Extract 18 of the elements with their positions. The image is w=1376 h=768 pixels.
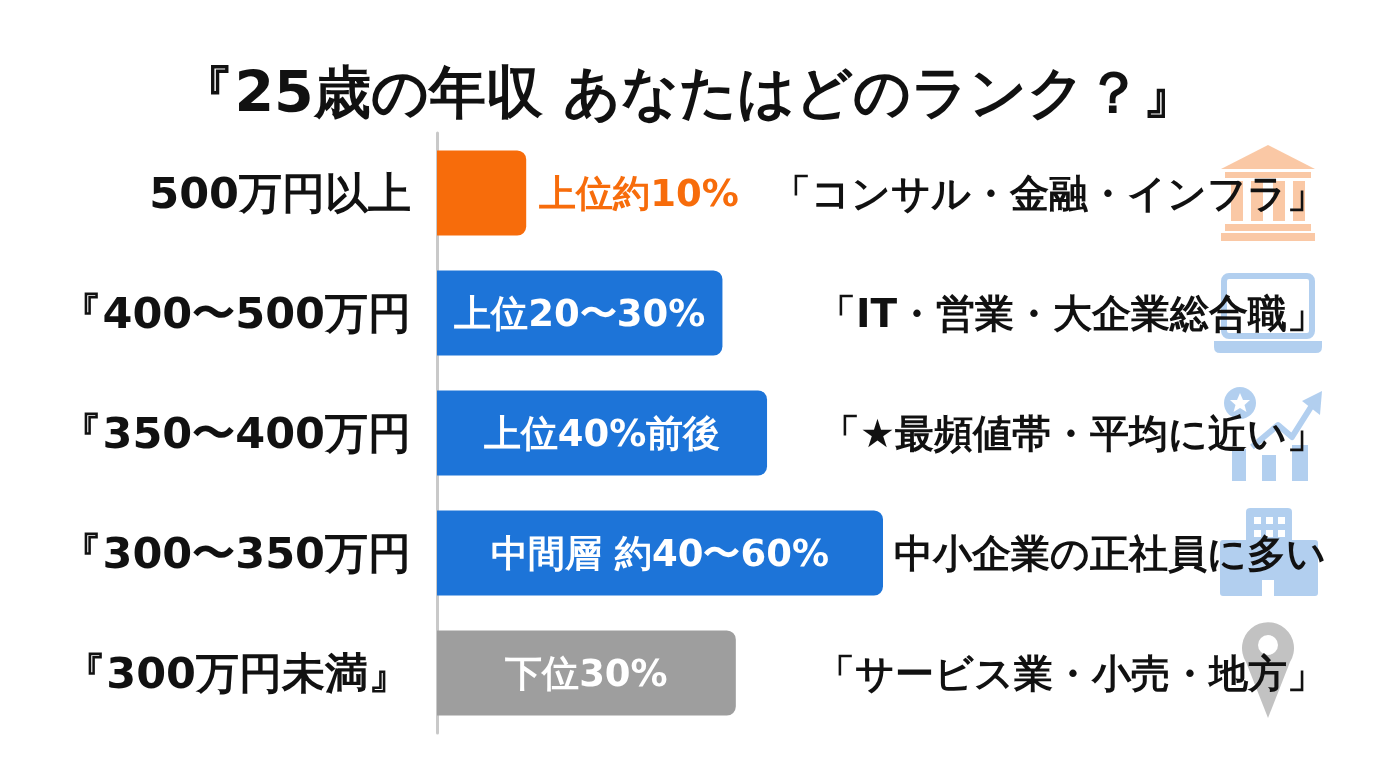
annotation: 中間層 約40〜60% bbox=[491, 531, 829, 575]
y-tick-label: 『300万円未満』 bbox=[63, 648, 411, 698]
annotation: 「IT・営業・大企業総合職」 bbox=[816, 290, 1326, 336]
bar bbox=[437, 630, 736, 716]
annotation: 「★最頻値帯・平均に近い」 bbox=[821, 410, 1326, 456]
y-tick-label: 『300〜350万円 bbox=[59, 528, 411, 578]
y-tick-label: 500万円以上 bbox=[149, 168, 411, 218]
annotation: 下位30% bbox=[505, 651, 668, 695]
annotation: 上位約10% bbox=[539, 171, 739, 215]
y-tick-label: 『350〜400万円 bbox=[59, 408, 411, 458]
annotation: 上位40%前後 bbox=[483, 411, 721, 455]
text: 中小企業の正社員に多い bbox=[894, 530, 1326, 576]
annotation: 「コンサル・金融・インフラ」 bbox=[772, 170, 1326, 216]
annotation: 上位20〜30% bbox=[454, 291, 706, 335]
bar bbox=[437, 150, 527, 236]
chart-title: 『25歳の年収 あなたはどのランク？』 bbox=[177, 58, 1199, 125]
y-tick-label: 『400〜500万円 bbox=[59, 288, 411, 338]
annotation: 「サービス業・小売・地方」 bbox=[816, 650, 1326, 696]
